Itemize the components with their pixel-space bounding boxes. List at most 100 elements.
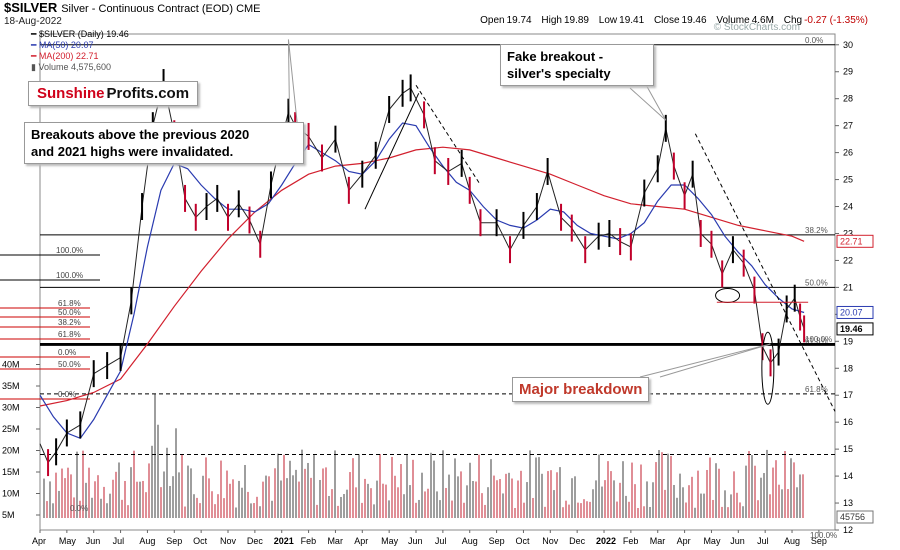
watermark: © StockCharts.com <box>713 22 800 33</box>
x-tick-label: 2022 <box>596 536 616 546</box>
fib-left-label: 100.0% <box>56 271 83 280</box>
volume-bar <box>319 479 321 518</box>
volume-bar <box>790 458 792 518</box>
volume-bar <box>187 465 189 518</box>
volume-bar <box>427 488 429 518</box>
volume-bar <box>583 499 585 518</box>
volume-tick-label: 25M <box>2 424 20 434</box>
volume-bar <box>160 487 162 518</box>
volume-bar <box>634 484 636 518</box>
volume-bar <box>253 503 255 518</box>
y-tick-label: 28 <box>843 94 853 104</box>
volume-bar <box>76 451 78 518</box>
volume-bar <box>589 501 591 518</box>
fib-left-label: 0.0% <box>58 390 76 399</box>
fib-left-label: 38.2% <box>58 318 81 327</box>
y-tick-label: 17 <box>843 390 853 400</box>
volume-tick-label: 15M <box>2 467 20 477</box>
trendline-down-2021 <box>415 84 481 186</box>
volume-bar <box>235 507 237 518</box>
volume-bar <box>295 469 297 518</box>
volume-bar <box>424 491 426 518</box>
x-tick-label: Feb <box>623 536 639 546</box>
volume-bar <box>79 500 81 518</box>
volume-bar <box>697 470 699 518</box>
volume-bar <box>517 480 519 518</box>
volume-bar <box>127 505 129 518</box>
volume-bar <box>163 471 165 518</box>
volume-bar <box>709 457 711 518</box>
level-label: 61.8% <box>805 336 828 345</box>
volume-bar <box>67 467 69 518</box>
volume-bar <box>97 475 99 518</box>
y-tick-label: 29 <box>843 67 853 77</box>
volume-bar <box>652 482 654 518</box>
x-tick-label: Jun <box>730 536 745 546</box>
x-tick-label: May <box>59 536 77 546</box>
volume-bar <box>121 499 123 518</box>
y-tick-label: 21 <box>843 282 853 292</box>
symbol-title: $SILVER Silver - Continuous Contract (EOD… <box>4 0 261 15</box>
symbol-description: Silver - Continuous Contract (EOD) CME <box>61 3 261 15</box>
ohlc-readout: Open 19.74 High 19.89 Low 19.41 Close 19.46 … <box>480 15 868 26</box>
y-tick-label: 16 <box>843 417 853 427</box>
volume-bar <box>595 480 597 518</box>
volume-bar <box>271 500 273 518</box>
sunshine-profits-logo: Sunshine Profits.com <box>28 81 199 106</box>
y-tick-label: 18 <box>843 363 853 373</box>
volume-bar <box>289 460 291 518</box>
volume-bar <box>139 481 141 518</box>
volume-bar <box>670 455 672 518</box>
x-tick-label: Apr <box>32 536 46 546</box>
volume-bar <box>373 504 375 518</box>
volume-bar <box>724 490 726 518</box>
y-tick-label: 12 <box>843 525 853 535</box>
volume-bar <box>409 485 411 518</box>
volume-bar <box>736 492 738 518</box>
volume-bar <box>343 494 345 518</box>
volume-value: 4.6M <box>751 15 774 26</box>
y-tick-label: 23 <box>843 228 853 238</box>
volume-bar <box>616 501 618 518</box>
volume-bar <box>154 394 156 518</box>
tag-volume-box <box>836 510 874 524</box>
volume-bar <box>601 486 603 518</box>
volume-bar <box>316 504 318 518</box>
volume-bar <box>514 507 516 518</box>
x-tick-label: Jul <box>757 536 769 546</box>
tag-ma200-box <box>836 234 874 248</box>
volume-bar <box>298 481 300 518</box>
volume-bar <box>751 455 753 518</box>
volume-bar <box>637 507 639 518</box>
x-tick-label: May <box>703 536 721 546</box>
volume-bar <box>367 483 369 518</box>
level-label: 0.0% <box>805 36 823 45</box>
volume-bar <box>331 489 333 518</box>
level-label: 100.0% <box>805 335 832 344</box>
volume-bar <box>301 449 303 518</box>
volume-bar <box>247 491 249 518</box>
volume-tick-label: 5M <box>2 510 15 520</box>
volume-bar <box>487 487 489 518</box>
volume-bar <box>109 493 111 518</box>
volume-bar <box>250 503 252 518</box>
volume-bar <box>592 489 594 518</box>
volume-bar <box>178 472 180 518</box>
volume-bar <box>676 497 678 518</box>
volume-bar <box>262 481 264 518</box>
volume-bar <box>241 487 243 518</box>
volume-bar <box>61 468 63 518</box>
y-tick-label: 13 <box>843 498 853 508</box>
volume-bar <box>664 489 666 518</box>
volume-bar <box>685 502 687 518</box>
fake-breakout-callout: Fake breakout - silver's specialty <box>500 44 654 86</box>
y-tick-label: 14 <box>843 471 853 481</box>
x-tick-label: Oct <box>193 536 208 546</box>
y-tick-label: 26 <box>843 148 853 158</box>
volume-bar <box>559 467 561 518</box>
volume-bar <box>190 468 192 518</box>
volume-bar <box>679 473 681 518</box>
volume-bar <box>769 494 771 518</box>
volume-bar <box>475 481 477 518</box>
x-tick-label: Mar <box>650 536 666 546</box>
